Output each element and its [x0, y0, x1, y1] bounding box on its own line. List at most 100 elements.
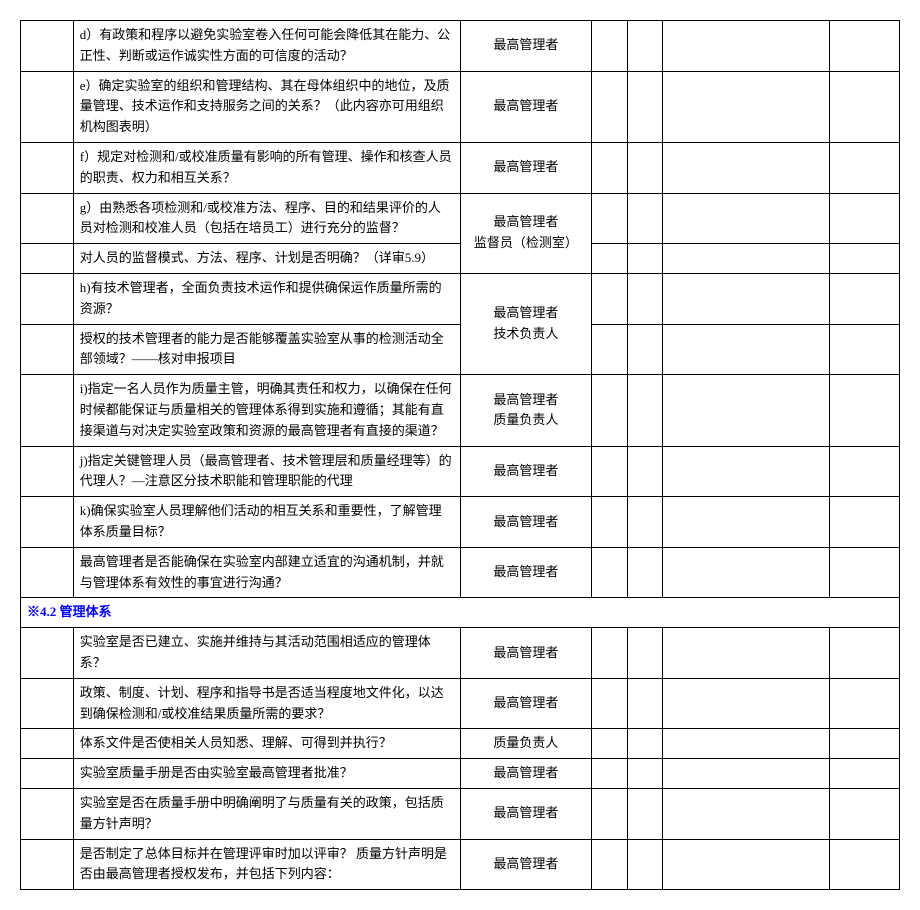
- blank-cell: [627, 375, 662, 446]
- question-cell: k)确保实验室人员理解他们活动的相互关系和重要性，了解管理体系质量目标？: [73, 497, 460, 548]
- blank-cell: [627, 788, 662, 839]
- question-cell: 实验室质量手册是否由实验室最高管理者批准？: [73, 759, 460, 789]
- col-index: [21, 324, 74, 375]
- blank-cell: [592, 729, 627, 759]
- responsible-cell: 最高管理者: [460, 788, 592, 839]
- blank-cell: [662, 839, 829, 890]
- blank-cell: [829, 788, 899, 839]
- col-index: [21, 628, 74, 679]
- blank-cell: [662, 497, 829, 548]
- blank-cell: [627, 678, 662, 729]
- question-cell: d）有政策和程序以避免实验室卷入任何可能会降低其在能力、公正性、判断或运作诚实性…: [73, 21, 460, 72]
- blank-cell: [662, 678, 829, 729]
- blank-cell: [592, 273, 627, 324]
- question-cell: 授权的技术管理者的能力是否能够覆盖实验室从事的检测活动全部领域？——核对申报项目: [73, 324, 460, 375]
- responsible-cell: 最高管理者: [460, 628, 592, 679]
- blank-cell: [829, 21, 899, 72]
- blank-cell: [627, 628, 662, 679]
- blank-cell: [829, 71, 899, 142]
- blank-cell: [662, 628, 829, 679]
- blank-cell: [829, 446, 899, 497]
- question-cell: j)指定关键管理人员（最高管理者、技术管理层和质量经理等）的代理人？—注意区分技…: [73, 446, 460, 497]
- blank-cell: [662, 324, 829, 375]
- question-cell: 实验室是否在质量手册中明确阐明了与质量有关的政策，包括质量方针声明？: [73, 788, 460, 839]
- blank-cell: [829, 678, 899, 729]
- question-cell: 体系文件是否使相关人员知悉、理解、可得到并执行？: [73, 729, 460, 759]
- blank-cell: [829, 497, 899, 548]
- blank-cell: [829, 729, 899, 759]
- blank-cell: [627, 547, 662, 598]
- blank-cell: [662, 759, 829, 789]
- question-cell: 实验室是否已建立、实施并维持与其活动范围相适应的管理体系？: [73, 628, 460, 679]
- blank-cell: [592, 21, 627, 72]
- blank-cell: [829, 244, 899, 274]
- blank-cell: [627, 446, 662, 497]
- blank-cell: [829, 839, 899, 890]
- blank-cell: [829, 375, 899, 446]
- blank-cell: [662, 244, 829, 274]
- col-index: [21, 21, 74, 72]
- blank-cell: [592, 244, 627, 274]
- responsible-cell: 最高管理者: [460, 446, 592, 497]
- blank-cell: [627, 193, 662, 244]
- question-cell: 是否制定了总体目标并在管理评审时加以评审？ 质量方针声明是否由最高管理者授权发布…: [73, 839, 460, 890]
- blank-cell: [592, 839, 627, 890]
- blank-cell: [829, 547, 899, 598]
- blank-cell: [662, 729, 829, 759]
- question-cell: i)指定一名人员作为质量主管，明确其责任和权力，以确保在任何时候都能保证与质量相…: [73, 375, 460, 446]
- col-index: [21, 142, 74, 193]
- blank-cell: [627, 21, 662, 72]
- blank-cell: [662, 375, 829, 446]
- col-index: [21, 497, 74, 548]
- blank-cell: [829, 324, 899, 375]
- responsible-cell: 最高管理者质量负责人: [460, 375, 592, 446]
- blank-cell: [829, 628, 899, 679]
- blank-cell: [627, 273, 662, 324]
- question-cell: 对人员的监督模式、方法、程序、计划是否明确？（详审5.9）: [73, 244, 460, 274]
- blank-cell: [592, 71, 627, 142]
- blank-cell: [627, 244, 662, 274]
- blank-cell: [662, 142, 829, 193]
- col-index: [21, 678, 74, 729]
- blank-cell: [627, 497, 662, 548]
- blank-cell: [662, 547, 829, 598]
- blank-cell: [662, 446, 829, 497]
- question-cell: 最高管理者是否能确保在实验室内部建立适宜的沟通机制，并就与管理体系有效性的事宜进…: [73, 547, 460, 598]
- blank-cell: [662, 273, 829, 324]
- responsible-cell: 最高管理者监督员（检测室）: [460, 193, 592, 273]
- blank-cell: [592, 324, 627, 375]
- blank-cell: [592, 547, 627, 598]
- responsible-cell: 最高管理者: [460, 759, 592, 789]
- blank-cell: [592, 788, 627, 839]
- blank-cell: [662, 788, 829, 839]
- col-index: [21, 547, 74, 598]
- blank-cell: [592, 497, 627, 548]
- responsible-cell: 最高管理者: [460, 497, 592, 548]
- blank-cell: [592, 446, 627, 497]
- col-index: [21, 788, 74, 839]
- blank-cell: [592, 375, 627, 446]
- col-index: [21, 446, 74, 497]
- question-cell: 政策、制度、计划、程序和指导书是否适当程度地文件化，以达到确保检测和/或校准结果…: [73, 678, 460, 729]
- blank-cell: [592, 193, 627, 244]
- responsible-cell: 最高管理者: [460, 71, 592, 142]
- question-cell: h)有技术管理者，全面负责技术运作和提供确保运作质量所需的资源？: [73, 273, 460, 324]
- responsible-cell: 最高管理者: [460, 678, 592, 729]
- blank-cell: [592, 628, 627, 679]
- section-header: ※4.2 管理体系: [21, 598, 900, 628]
- col-index: [21, 244, 74, 274]
- blank-cell: [592, 759, 627, 789]
- question-cell: e）确定实验室的组织和管理结构、其在母体组织中的地位，及质量管理、技术运作和支持…: [73, 71, 460, 142]
- blank-cell: [627, 839, 662, 890]
- blank-cell: [662, 71, 829, 142]
- blank-cell: [829, 142, 899, 193]
- col-index: [21, 839, 74, 890]
- blank-cell: [592, 678, 627, 729]
- blank-cell: [627, 324, 662, 375]
- blank-cell: [627, 729, 662, 759]
- responsible-cell: 最高管理者: [460, 839, 592, 890]
- blank-cell: [829, 759, 899, 789]
- responsible-cell: 最高管理者: [460, 547, 592, 598]
- blank-cell: [829, 193, 899, 244]
- responsible-cell: 质量负责人: [460, 729, 592, 759]
